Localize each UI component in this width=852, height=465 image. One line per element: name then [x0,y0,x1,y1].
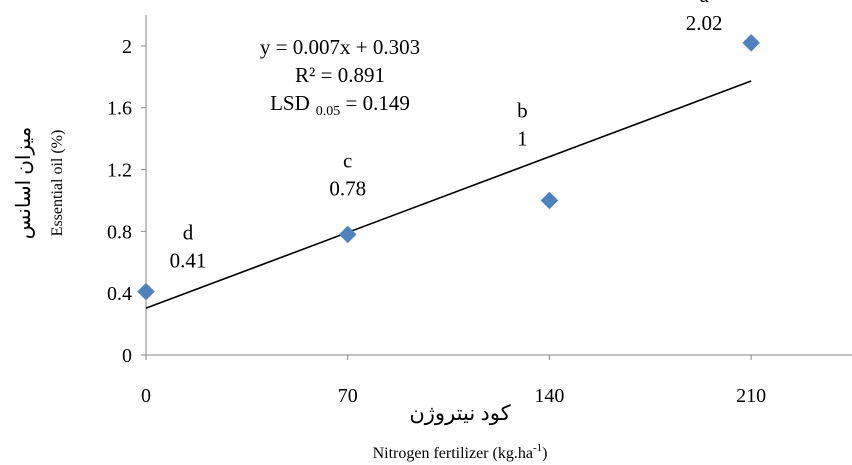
r-squared-text: R² = 0.891 [295,63,385,87]
data-points [137,33,760,301]
lsd-value: = 0.149 [340,91,410,115]
point-letter-label: d [183,221,194,245]
x-tick-label: 140 [534,385,564,407]
x-title-en-close: ) [542,445,547,462]
point-letter-label: b [517,98,528,122]
equation-text: y = 0.007x + 0.303 [260,35,420,59]
point-letter-label: c [343,148,352,172]
x-tick-label: 210 [736,385,766,407]
axes [141,15,852,360]
x-axis-title-en: Nitrogen fertilizer (kg.ha-1) [373,442,548,462]
y-axis-title-fa: میزان اسانس [13,127,35,240]
y-tick-label: 2 [122,36,132,58]
y-tick-label: 1.6 [107,98,132,120]
y-tick-label: 0.4 [107,283,132,305]
x-tick-label: 70 [338,385,358,407]
point-value-label: 1 [517,126,528,150]
point-value-label: 0.41 [170,249,207,273]
x-tick-label: 0 [141,385,151,407]
trendline [145,80,752,309]
trendline-group [145,80,752,309]
lsd-prefix: LSD [270,91,310,115]
point-labels: d 0.41 c 0.78 b 1 a 2.02 [170,0,723,273]
lsd-subscript: 0.05 [316,104,341,119]
y-tick-label: 1.2 [107,160,132,182]
point-value-label: 2.02 [686,11,723,35]
data-point-marker [540,191,559,210]
point-value-label: 0.78 [329,176,366,200]
x-axis-title-fa: کود نیتروژن [409,401,510,426]
point-letter-label: a [699,0,709,7]
y-tick-labels: 0 0.4 0.8 1.2 1.6 2 [107,36,132,367]
data-point-marker [742,33,760,52]
x-title-en-sup: -1 [533,442,542,454]
x-title-en-text: Nitrogen fertilizer (kg.ha [373,445,533,462]
y-tick-label: 0 [122,345,132,367]
y-tick-label: 0.8 [107,221,132,243]
y-axis-title-en: Essential oil (%) [49,130,66,237]
x-tick-labels: 0 70 140 210 [141,385,766,407]
lsd-text: LSD 0.05 = 0.149 [270,91,410,119]
data-point-marker [338,225,357,244]
data-point-marker [137,282,155,301]
